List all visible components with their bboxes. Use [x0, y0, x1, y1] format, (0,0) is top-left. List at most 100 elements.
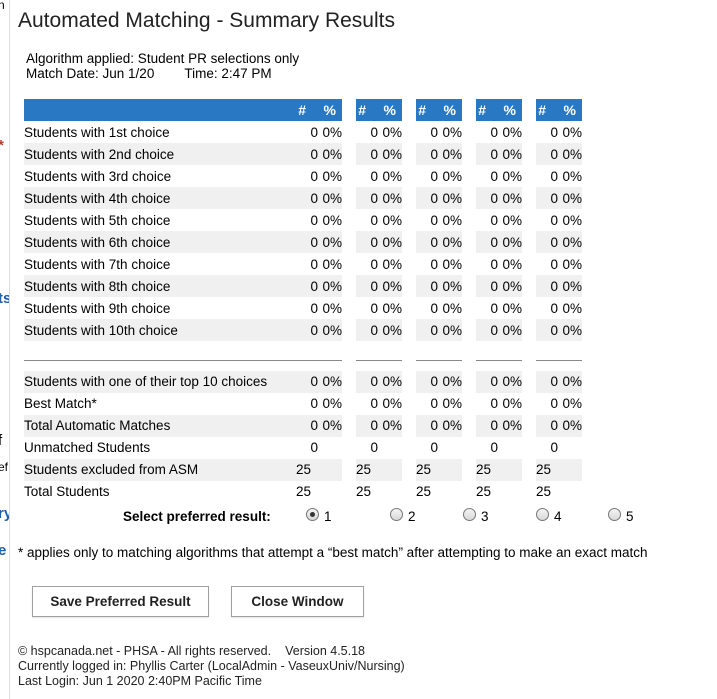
count-cell: 0 — [550, 396, 558, 411]
count-cell: 0 — [370, 168, 378, 184]
close-window-button[interactable]: Close Window — [231, 586, 364, 617]
table-row: Best Match* 0 0% 0 0% 0 0% 0 0% 0 0% — [24, 392, 582, 415]
preferred-result-option-2[interactable]: 2 — [390, 508, 416, 524]
radio-label: 5 — [626, 509, 634, 524]
separator-spacer — [24, 360, 582, 371]
count-cell: 0 — [370, 124, 378, 140]
column-gap — [462, 480, 476, 503]
count-cell: 0 — [490, 300, 498, 316]
column-gap — [402, 341, 416, 360]
count-cell: 0 — [430, 168, 438, 184]
header-count-5: # — [536, 99, 558, 121]
count-cell: 0 — [356, 275, 378, 297]
column-gap — [342, 319, 356, 341]
header-count-3: # — [416, 99, 438, 121]
count-cell: 0 — [430, 396, 438, 411]
column-gap — [342, 231, 356, 253]
count-cell: 25 — [476, 458, 498, 481]
header-label-cell — [24, 99, 296, 121]
count-cell: 0 — [310, 256, 318, 272]
percent-cell: 0% — [438, 370, 462, 393]
column-gap — [522, 99, 536, 121]
count-cell: 0 — [490, 168, 498, 184]
algorithm-text: Algorithm applied: Student PR selections… — [26, 51, 300, 66]
percent-cell: 0% — [498, 319, 522, 341]
count-cell: 25 — [416, 458, 438, 481]
column-gap — [522, 143, 536, 165]
separator-line — [24, 341, 296, 361]
count-cell: 0 — [356, 231, 378, 253]
edge-glyph: ry — [0, 505, 9, 522]
percent-cell — [378, 437, 402, 459]
column-gap — [402, 143, 416, 165]
count-cell: 0 — [356, 414, 378, 437]
column-gap — [402, 370, 416, 393]
count-cell: 0 — [416, 275, 438, 297]
radio-button-5[interactable] — [608, 508, 621, 521]
column-gap — [342, 392, 356, 415]
column-gap — [462, 297, 476, 319]
count-cell: 0 — [356, 187, 378, 209]
column-gap — [462, 319, 476, 341]
percent-cell: 0% — [562, 212, 582, 228]
radio-button-2[interactable] — [390, 508, 403, 521]
match-meta: Algorithm applied: Student PR selections… — [26, 51, 299, 81]
edge-glyph: ts — [0, 290, 9, 307]
percent-cell — [498, 437, 522, 459]
column-gap — [522, 392, 536, 415]
preferred-result-option-5[interactable]: 5 — [608, 508, 634, 524]
count-cell: 0 — [370, 256, 378, 272]
count-cell: 25 — [356, 458, 378, 481]
column-gap — [462, 143, 476, 165]
column-gap — [462, 341, 476, 360]
count-cell: 0 — [536, 275, 558, 297]
count-cell: 0 — [310, 168, 318, 184]
radio-button-1[interactable] — [306, 508, 319, 521]
count-cell: 25 — [536, 458, 558, 481]
count-cell: 0 — [296, 187, 318, 209]
separator-line — [356, 341, 402, 361]
column-gap — [342, 297, 356, 319]
preferred-result-option-3[interactable]: 3 — [463, 508, 489, 524]
percent-cell: 0% — [562, 124, 582, 140]
count-cell: 0 — [430, 440, 438, 455]
radio-button-4[interactable] — [536, 508, 549, 521]
count-cell: 0 — [310, 212, 318, 228]
spacer-cell — [24, 360, 582, 371]
percent-cell: 0% — [442, 396, 462, 411]
count-cell: 0 — [416, 370, 438, 393]
column-gap — [462, 231, 476, 253]
count-cell: 0 — [550, 212, 558, 228]
save-preferred-result-button[interactable]: Save Preferred Result — [32, 586, 209, 617]
count-cell: 0 — [430, 256, 438, 272]
percent-cell: 0% — [562, 168, 582, 184]
preferred-result-option-4[interactable]: 4 — [536, 508, 562, 524]
row-label: Total Automatic Matches — [24, 414, 296, 437]
match-time: Time: 2:47 PM — [184, 66, 272, 81]
column-gap — [342, 480, 356, 503]
radio-button-3[interactable] — [463, 508, 476, 521]
column-gap — [522, 458, 536, 481]
header-percent-1: % — [318, 99, 342, 121]
column-gap — [462, 275, 476, 297]
row-label: Students with 10th choice — [24, 319, 296, 341]
count-cell: 0 — [296, 370, 318, 393]
column-gap — [522, 370, 536, 393]
preferred-result-option-1[interactable]: 1 — [306, 508, 332, 524]
percent-cell: 0% — [322, 256, 342, 272]
match-date: Match Date: Jun 1/20 — [26, 66, 155, 81]
percent-cell: 0% — [442, 256, 462, 272]
column-gap — [522, 414, 536, 437]
percent-cell — [318, 437, 342, 459]
percent-cell: 0% — [498, 187, 522, 209]
radio-label: 4 — [554, 509, 562, 524]
count-cell: 0 — [310, 396, 318, 411]
count-cell: 0 — [296, 231, 318, 253]
count-cell: 0 — [536, 143, 558, 165]
count-cell: 0 — [296, 414, 318, 437]
percent-cell: 0% — [498, 143, 522, 165]
percent-cell: 0% — [442, 124, 462, 140]
percent-cell: 0% — [438, 231, 462, 253]
percent-cell: 0% — [438, 319, 462, 341]
percent-cell — [318, 481, 342, 503]
